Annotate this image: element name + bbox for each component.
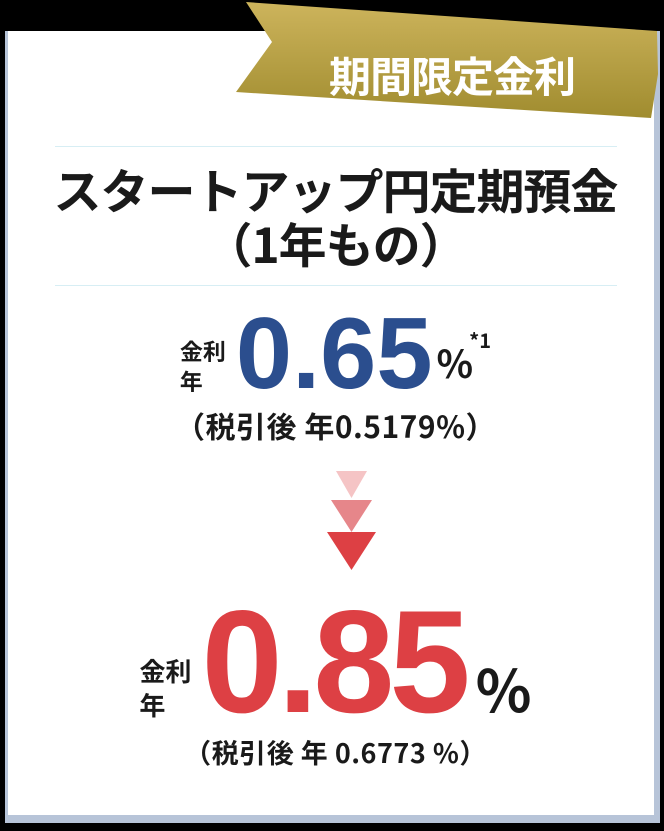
svg-text:期間限定金利: 期間限定金利 [329,44,575,105]
